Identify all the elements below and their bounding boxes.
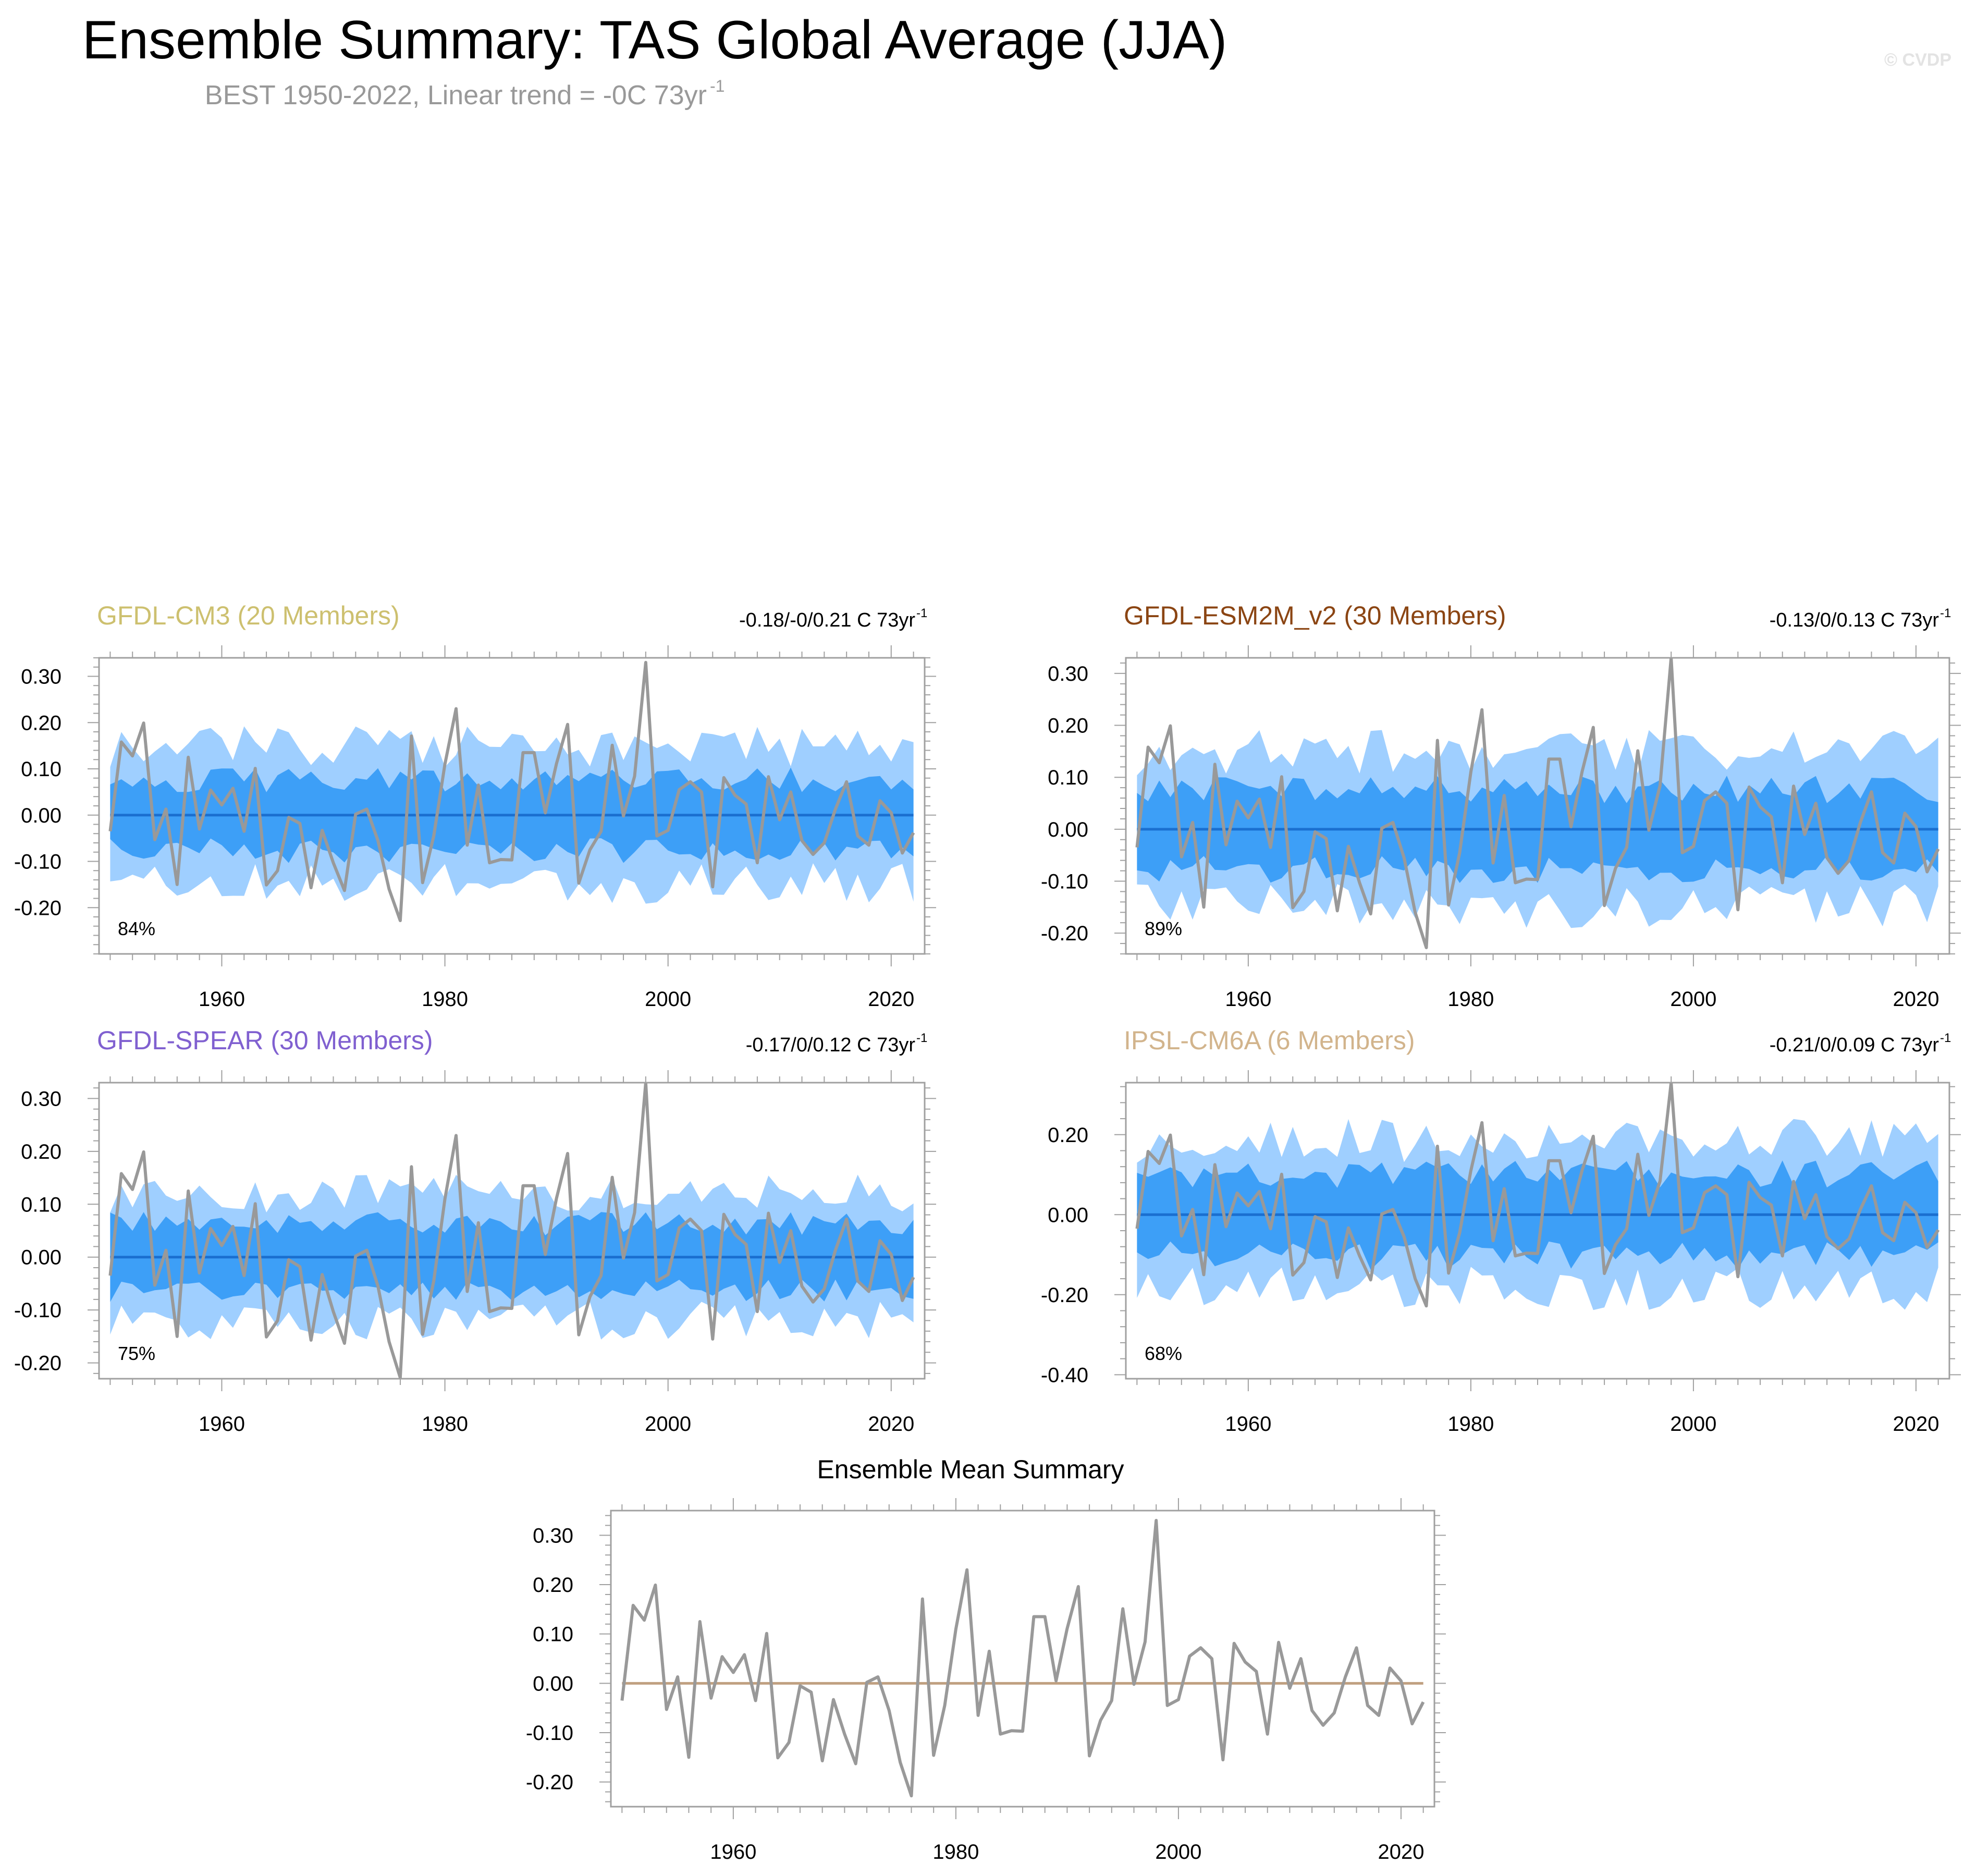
y-tick-label-gfdl-esm2m-v2: 0.00 [1048, 818, 1088, 841]
y-tick-label-gfdl-cm3: -0.10 [14, 851, 62, 874]
y-tick-label-gfdl-esm2m-v2: 0.20 [1048, 715, 1088, 738]
panel-trend-sup-gfdl-cm3: -1 [916, 606, 927, 620]
observation-line-gfdl-spear [108, 1083, 915, 1379]
y-tick-label-ipsl-cm6a: 0.00 [1048, 1204, 1088, 1227]
panel-trend-sup-ipsl-cm6a: -1 [1940, 1031, 1951, 1045]
y-tick-label-ensemble-mean: 0.20 [533, 1574, 573, 1597]
y-tick-label-gfdl-spear: 0.00 [21, 1246, 62, 1269]
x-tick-label-gfdl-esm2m-v2: 2020 [1893, 988, 1939, 1011]
y-tick-label-ensemble-mean: 0.10 [533, 1623, 573, 1646]
y-tick-label-ipsl-cm6a: -0.20 [1041, 1284, 1088, 1307]
panel-trend-gfdl-spear: -0.17/0/0.12 C 73yr [746, 1034, 916, 1056]
plot-area-gfdl-esm2m-v2 [1135, 658, 1940, 949]
subtitle-superscript: -1 [710, 77, 725, 95]
copyright-mark: © CVDP [1884, 50, 1951, 70]
x-tick-label-gfdl-spear: 2020 [868, 1413, 914, 1436]
y-tick-label-ipsl-cm6a: 0.20 [1048, 1124, 1088, 1147]
x-tick-label-ensemble-mean: 1980 [932, 1841, 979, 1863]
y-tick-label-ensemble-mean: 0.00 [533, 1672, 573, 1695]
panel-trend-sup-gfdl-spear: -1 [916, 1031, 927, 1045]
subtitle: BEST 1950-2022, Linear trend = -0C 73yr [205, 80, 707, 111]
x-tick-label-gfdl-spear: 2000 [645, 1413, 691, 1436]
percent-label-ipsl-cm6a: 68% [1145, 1343, 1182, 1364]
percent-label-gfdl-spear: 75% [118, 1343, 155, 1364]
y-tick-label-gfdl-esm2m-v2: 0.10 [1048, 766, 1088, 789]
y-tick-label-gfdl-spear: 0.30 [21, 1087, 62, 1110]
main-title: Ensemble Summary: TAS Global Average (JJ… [82, 10, 1227, 70]
panel-gfdl-spear: GFDL-SPEAR (30 Members) -0.17/0/0.12 C 73… [14, 1026, 936, 1436]
panel-trend-sup-gfdl-esm2m-v2: -1 [1940, 606, 1951, 620]
y-tick-label-gfdl-spear: -0.10 [14, 1299, 62, 1322]
panel-title-ensemble-mean: Ensemble Mean Summary [817, 1455, 1124, 1484]
y-tick-label-gfdl-esm2m-v2: -0.20 [1041, 922, 1088, 945]
panel-title-gfdl-spear: GFDL-SPEAR (30 Members) [97, 1026, 433, 1055]
x-tick-label-gfdl-cm3: 1980 [422, 988, 468, 1011]
y-tick-label-gfdl-cm3: 0.20 [21, 712, 62, 734]
plot-area-gfdl-spear [108, 1083, 915, 1379]
observation-line-ipsl-cm6a [1135, 1083, 1940, 1308]
panel-ipsl-cm6a: IPSL-CM6A (6 Members) -0.21/0/0.09 C 73yr… [1041, 1026, 1961, 1436]
observation-line-gfdl-esm2m-v2 [1135, 658, 1940, 949]
plot-frame-ensemble-mean [610, 1510, 1435, 1808]
x-tick-label-ensemble-mean: 2020 [1378, 1841, 1424, 1863]
panel-trend-ipsl-cm6a: -0.21/0/0.09 C 73yr [1770, 1034, 1939, 1056]
panel-title-ipsl-cm6a: IPSL-CM6A (6 Members) [1124, 1026, 1415, 1055]
x-tick-label-ipsl-cm6a: 2020 [1893, 1413, 1939, 1436]
x-tick-label-gfdl-cm3: 1960 [199, 988, 245, 1011]
x-tick-label-ensemble-mean: 2000 [1155, 1841, 1201, 1863]
panel-gfdl-cm3: GFDL-CM3 (20 Members) -0.18/-0/0.21 C 73y… [14, 601, 936, 1011]
x-tick-label-gfdl-esm2m-v2: 2000 [1670, 988, 1716, 1011]
percent-label-gfdl-cm3: 84% [118, 918, 155, 939]
y-tick-label-gfdl-cm3: 0.00 [21, 804, 62, 827]
plot-area-ipsl-cm6a [1135, 1083, 1940, 1310]
y-tick-label-ipsl-cm6a: -0.40 [1041, 1364, 1088, 1387]
y-tick-label-ensemble-mean: -0.20 [526, 1771, 573, 1794]
y-tick-label-gfdl-cm3: 0.30 [21, 666, 62, 689]
x-tick-label-gfdl-esm2m-v2: 1980 [1447, 988, 1494, 1011]
x-tick-label-ipsl-cm6a: 1960 [1225, 1413, 1271, 1436]
x-tick-label-gfdl-spear: 1980 [422, 1413, 468, 1436]
x-tick-label-ensemble-mean: 1960 [710, 1841, 756, 1863]
y-tick-label-gfdl-cm3: 0.10 [21, 758, 62, 781]
observation-line-ensemble-mean [620, 1518, 1425, 1798]
x-tick-label-gfdl-esm2m-v2: 1960 [1225, 988, 1271, 1011]
panel-title-gfdl-esm2m-v2: GFDL-ESM2M_v2 (30 Members) [1124, 601, 1506, 630]
y-tick-label-gfdl-esm2m-v2: -0.10 [1041, 870, 1088, 893]
panel-gfdl-esm2m-v2: GFDL-ESM2M_v2 (30 Members) -0.13/0/0.13 C… [1041, 601, 1961, 1011]
y-tick-label-gfdl-spear: -0.20 [14, 1352, 62, 1375]
percent-label-gfdl-esm2m-v2: 89% [1145, 918, 1182, 939]
y-tick-label-gfdl-spear: 0.10 [21, 1193, 62, 1216]
x-tick-label-gfdl-spear: 1960 [199, 1413, 245, 1436]
x-tick-label-ipsl-cm6a: 2000 [1670, 1413, 1716, 1436]
y-tick-label-ensemble-mean: -0.10 [526, 1722, 573, 1745]
panel-title-gfdl-cm3: GFDL-CM3 (20 Members) [97, 601, 400, 630]
plot-area-gfdl-cm3 [108, 660, 915, 923]
panel-trend-gfdl-esm2m-v2: -0.13/0/0.13 C 73yr [1770, 609, 1939, 631]
y-tick-label-gfdl-esm2m-v2: 0.30 [1048, 663, 1088, 685]
y-tick-label-gfdl-cm3: -0.20 [14, 897, 62, 919]
y-tick-label-ensemble-mean: 0.30 [533, 1524, 573, 1547]
y-tick-label-gfdl-spear: 0.20 [21, 1141, 62, 1163]
x-tick-label-gfdl-cm3: 2020 [868, 988, 914, 1011]
x-tick-label-ipsl-cm6a: 1980 [1447, 1413, 1494, 1436]
x-tick-label-gfdl-cm3: 2000 [645, 988, 691, 1011]
panel-trend-gfdl-cm3: -0.18/-0/0.21 C 73yr [739, 609, 915, 631]
panel-ensemble-mean: Ensemble Mean Summary -0.20 -0.10 0.00 0.10 0… [526, 1455, 1446, 1863]
panels: GFDL-CM3 (20 Members) -0.18/-0/0.21 C 73y… [14, 601, 1961, 1863]
observation-line-gfdl-cm3 [108, 660, 915, 923]
plot-area-ensemble-mean [620, 1518, 1425, 1798]
